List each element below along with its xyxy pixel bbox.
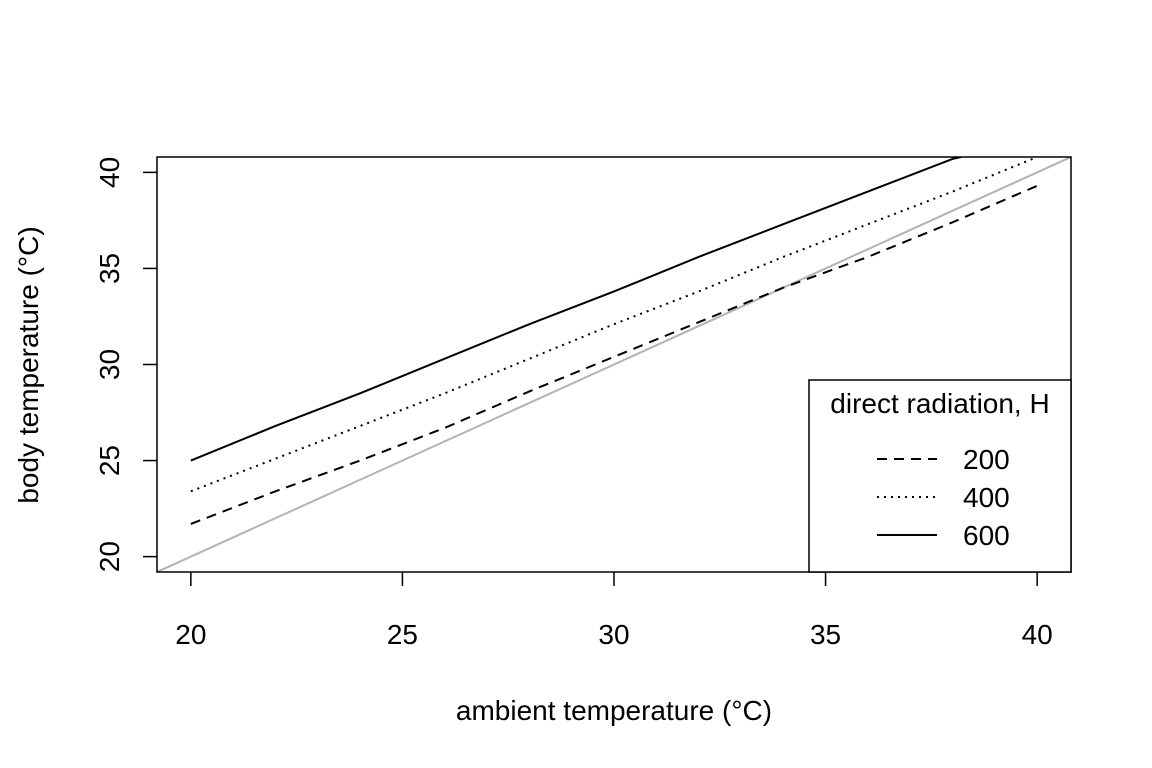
x-axis: 20 25 30 35 40 xyxy=(175,572,1053,650)
legend-title: direct radiation, H xyxy=(830,388,1049,419)
legend-label-600: 600 xyxy=(963,520,1010,551)
x-tick-label: 20 xyxy=(175,619,206,650)
y-tick-label: 20 xyxy=(94,541,125,572)
y-tick-label: 35 xyxy=(94,253,125,284)
x-tick-label: 40 xyxy=(1022,619,1053,650)
legend-label-400: 400 xyxy=(963,482,1010,513)
y-tick-label: 25 xyxy=(94,445,125,476)
legend: direct radiation, H 200 400 600 xyxy=(808,379,1072,573)
series-line-600 xyxy=(190,157,962,462)
y-tick-label: 40 xyxy=(94,157,125,188)
legend-label-200: 200 xyxy=(963,444,1010,475)
legend-box xyxy=(808,379,1072,573)
x-tick-label: 35 xyxy=(810,619,841,650)
x-tick-label: 30 xyxy=(598,619,629,650)
y-tick-label: 30 xyxy=(94,349,125,380)
x-tick-label: 25 xyxy=(387,619,418,650)
y-axis-label: body temperature (°C) xyxy=(13,226,44,503)
reference-line xyxy=(157,157,1071,572)
plot-lines xyxy=(157,157,1071,572)
x-axis-label: ambient temperature (°C) xyxy=(456,695,772,726)
y-axis: 20 25 30 35 40 xyxy=(94,157,157,572)
